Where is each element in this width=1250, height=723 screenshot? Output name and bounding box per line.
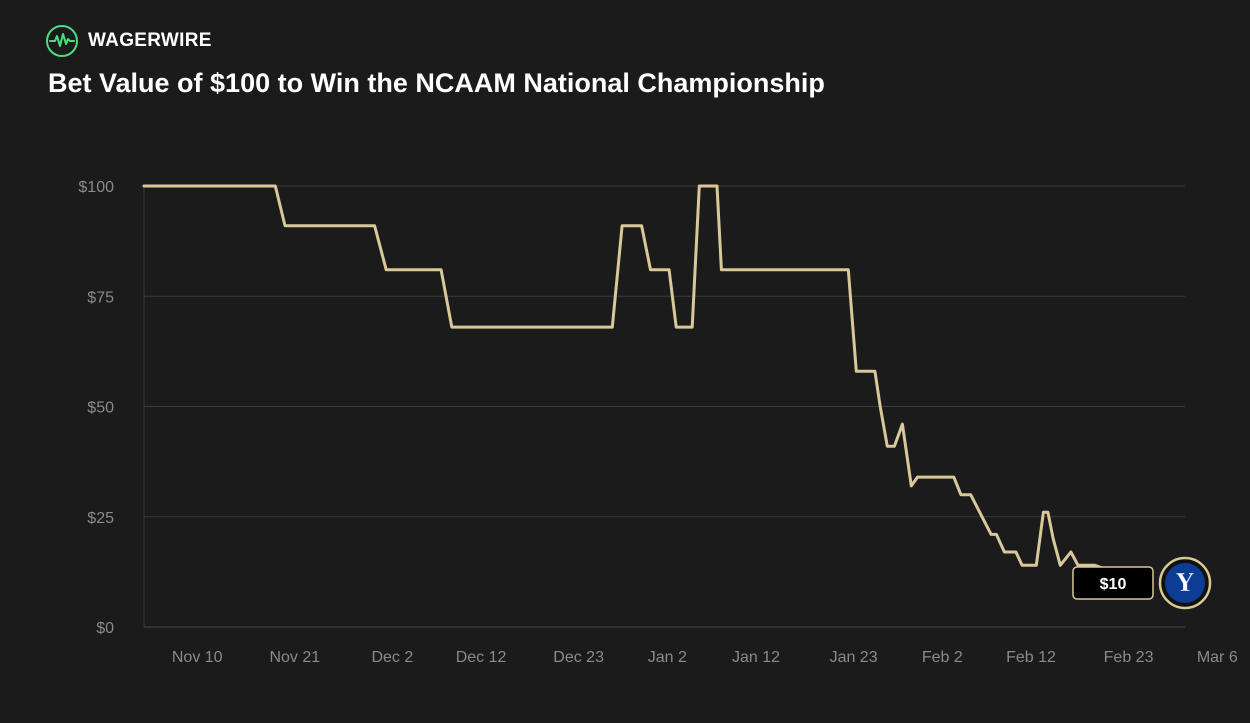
x-tick-label: Nov 10	[172, 649, 223, 666]
brand: WAGERWIRE	[46, 24, 212, 58]
team-badge	[1165, 563, 1205, 603]
end-value-label: $10	[1100, 576, 1127, 593]
x-tick-label: Feb 2	[922, 649, 963, 666]
y-tick-label: $50	[87, 400, 114, 417]
y-tick-label: $0	[96, 620, 114, 637]
y-tick-label: $25	[87, 510, 114, 527]
y-tick-label: $100	[78, 179, 114, 196]
x-tick-label: Dec 2	[371, 649, 413, 666]
end-value-box	[1072, 566, 1154, 600]
end-marker-layer: $10 Y	[1072, 556, 1212, 610]
series-layer	[142, 184, 1114, 585]
x-tick-label: Jan 23	[830, 649, 878, 666]
x-tick-label: Dec 12	[456, 649, 507, 666]
chart-title: Bet Value of $100 to Win the NCAAM Natio…	[48, 68, 825, 98]
x-axis-tick-labels: Nov 10 Nov 21 Dec 2 Dec 12 Dec 23 Jan 2 Jan 12…	[172, 649, 1238, 666]
x-tick-label: Jan 2	[648, 649, 687, 666]
x-tick-label: Feb 12	[1006, 649, 1056, 666]
brand-name: WAGERWIRE	[88, 30, 212, 51]
y-axis-tick-labels: $0 $25 $50 $75 $100	[78, 179, 114, 637]
x-tick-label: Dec 23	[553, 649, 604, 666]
series-line	[142, 184, 1114, 585]
x-tick-label: Feb 23	[1104, 649, 1154, 666]
pulse-circle-icon	[46, 25, 78, 57]
y-tick-label: $75	[87, 289, 114, 306]
x-tick-label: Jan 12	[732, 649, 780, 666]
byu-y-logo-icon: Y	[1175, 568, 1194, 597]
x-tick-label: Mar 6	[1197, 649, 1238, 666]
grid-lines	[143, 185, 1185, 628]
x-tick-label: Nov 21	[269, 649, 320, 666]
